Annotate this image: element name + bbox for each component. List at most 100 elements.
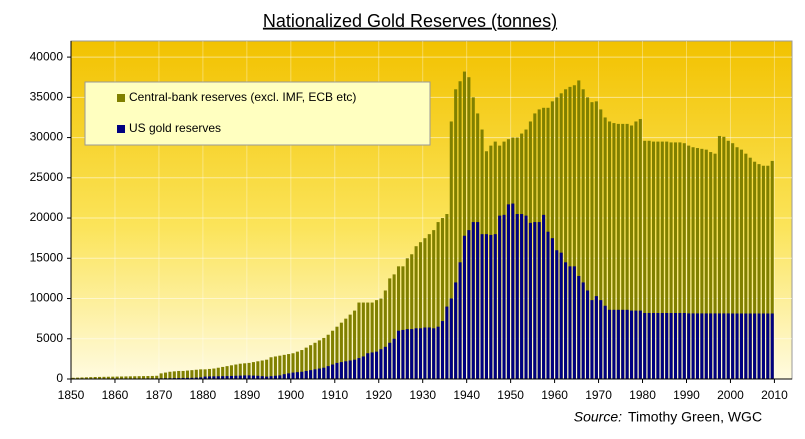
bar — [172, 371, 176, 379]
bar — [111, 376, 115, 379]
bar — [177, 370, 181, 379]
bar — [361, 356, 365, 379]
bar — [414, 246, 418, 379]
bar — [361, 302, 365, 379]
bar — [348, 360, 352, 379]
bar — [726, 140, 730, 379]
bar — [370, 352, 374, 379]
bar — [304, 347, 308, 379]
bar — [106, 376, 110, 379]
bar — [735, 147, 739, 379]
bar — [212, 376, 216, 379]
bar — [207, 376, 212, 379]
bar — [625, 123, 629, 379]
bar — [225, 366, 229, 379]
bar — [709, 313, 713, 379]
bar — [731, 313, 735, 379]
bar — [493, 234, 497, 379]
bar — [405, 258, 409, 379]
bar — [392, 274, 396, 379]
bar — [458, 262, 462, 379]
bar — [388, 278, 392, 379]
y-tick-label: 25000 — [30, 170, 64, 184]
bar — [476, 222, 480, 379]
x-tick-label: 2000 — [717, 388, 744, 402]
bar — [221, 366, 225, 379]
bar — [401, 329, 405, 379]
bar — [313, 369, 317, 379]
bar — [709, 152, 713, 379]
bar — [273, 356, 277, 379]
bar — [520, 214, 524, 379]
bar — [247, 375, 251, 379]
bar — [550, 238, 554, 379]
bar — [93, 376, 97, 379]
bar — [612, 309, 616, 379]
bar — [577, 275, 581, 379]
bar — [445, 306, 449, 379]
bar — [181, 370, 185, 379]
source-label: Source: — [574, 409, 622, 425]
bar — [678, 313, 682, 379]
bar — [133, 376, 137, 379]
bar — [559, 93, 563, 380]
bar — [432, 230, 436, 379]
bar — [331, 330, 335, 379]
bar — [616, 309, 620, 379]
bar — [559, 252, 563, 379]
bar — [695, 313, 700, 379]
bar — [383, 290, 387, 379]
legend-box — [84, 81, 431, 146]
bar — [753, 161, 757, 379]
bar — [71, 377, 75, 379]
bar — [199, 377, 203, 379]
bar — [317, 368, 321, 379]
bar — [265, 359, 269, 379]
bar — [717, 313, 721, 379]
bar — [102, 376, 106, 379]
bar — [608, 121, 612, 379]
bar — [427, 234, 431, 379]
bar — [120, 376, 124, 379]
bar — [603, 305, 607, 379]
bar — [98, 376, 102, 379]
bar — [190, 370, 194, 379]
bar — [190, 377, 194, 379]
bar — [375, 351, 379, 379]
bar — [273, 375, 277, 379]
bar — [594, 101, 598, 379]
bar — [660, 141, 664, 379]
y-tick-label: 30000 — [30, 130, 64, 144]
bar — [744, 313, 748, 379]
bar — [370, 302, 374, 379]
bar — [537, 222, 541, 379]
bar — [436, 222, 440, 379]
bar — [704, 313, 708, 379]
bar — [735, 313, 739, 379]
bar — [247, 362, 251, 379]
x-tick-label: 1870 — [146, 388, 173, 402]
legend-swatch — [117, 94, 125, 102]
bar — [207, 368, 212, 379]
bar — [256, 361, 260, 379]
bar — [348, 314, 352, 379]
bar — [471, 222, 475, 379]
bar — [357, 302, 361, 379]
bar — [564, 89, 568, 380]
bar — [524, 215, 528, 379]
bar — [410, 254, 414, 379]
legend-label: US gold reserves — [129, 121, 221, 135]
y-tick-label: 0 — [56, 371, 63, 385]
bar — [418, 242, 423, 379]
bar — [625, 309, 629, 379]
bar — [309, 370, 313, 379]
bar — [687, 145, 691, 379]
bar — [502, 214, 506, 379]
bar — [427, 327, 431, 379]
bar — [621, 309, 625, 379]
bar — [396, 330, 401, 379]
bar — [203, 369, 207, 379]
bar — [449, 121, 453, 379]
bar — [260, 376, 264, 379]
